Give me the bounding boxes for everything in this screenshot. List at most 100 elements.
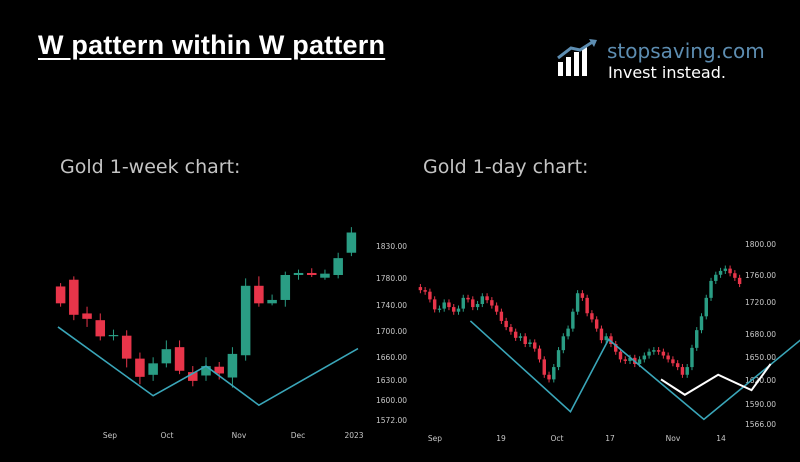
candle-up <box>552 367 556 380</box>
candle-down <box>623 359 627 361</box>
candle-down <box>55 286 66 304</box>
candle-up <box>240 285 251 356</box>
candle-up <box>704 297 708 317</box>
y-tick-label: 1572.00 <box>376 416 407 425</box>
candle-up <box>709 280 713 298</box>
x-tick-label: 17 <box>605 434 615 443</box>
candle-down <box>680 367 685 375</box>
w-pattern-line <box>57 326 359 407</box>
candle-down <box>214 366 224 374</box>
brand-name: stopsaving.com <box>607 39 765 63</box>
y-tick-label: 1720.00 <box>745 298 776 307</box>
candle-down <box>121 335 132 359</box>
candle-up <box>566 328 570 337</box>
candle-down <box>423 290 427 292</box>
x-tick-label: Dec <box>291 431 306 440</box>
candle-down <box>594 319 599 329</box>
candle-down <box>471 299 475 308</box>
inner-w-pattern-line <box>660 363 772 396</box>
candle-up <box>556 350 561 368</box>
candle-down <box>494 305 499 312</box>
candle-down <box>675 363 680 368</box>
y-tick-label: 1680.00 <box>745 330 776 339</box>
candle-down <box>95 320 106 337</box>
candle-down <box>671 359 675 364</box>
brand-logo[interactable]: stopsaving.com Invest instead. <box>556 38 786 88</box>
candle-down <box>504 320 508 328</box>
candle-up <box>280 275 291 300</box>
x-tick-label: Sep <box>428 434 442 443</box>
y-tick-label: 1600.00 <box>376 396 407 405</box>
candle-down <box>513 331 518 338</box>
candle-down <box>69 279 79 315</box>
candle-down <box>666 355 670 360</box>
candle-down <box>174 347 185 371</box>
candle-up <box>628 357 632 361</box>
candle-up <box>718 270 723 275</box>
candle-up <box>320 273 330 278</box>
candle-up <box>695 330 699 348</box>
candle-down <box>580 293 585 298</box>
candle-up <box>437 308 442 310</box>
candle-up <box>442 302 446 309</box>
y-tick-label: 1590.00 <box>745 400 776 409</box>
x-tick-label: 14 <box>716 434 726 443</box>
candle-down <box>428 291 432 300</box>
x-tick-label: Nov <box>666 434 681 443</box>
candle-up <box>723 268 728 271</box>
candle-down <box>432 299 437 310</box>
candle-up <box>637 359 642 364</box>
candle-up <box>685 367 689 375</box>
candle-up <box>647 351 651 356</box>
y-tick-label: 1800.00 <box>745 240 776 249</box>
brand-tagline: Invest instead. <box>608 63 726 82</box>
candle-down <box>590 313 594 320</box>
weekly-chart-title: Gold 1-week chart: <box>60 156 241 178</box>
y-tick-label: 1760.00 <box>745 271 776 280</box>
y-tick-label: 1566.00 <box>745 420 776 429</box>
candle-up <box>293 272 304 275</box>
candle-up <box>690 347 694 368</box>
candle-up <box>699 316 704 331</box>
y-tick-label: 1650.00 <box>745 353 776 362</box>
candle-down <box>537 348 542 360</box>
candle-down <box>618 351 623 360</box>
candle-up <box>148 363 158 375</box>
candle-down <box>599 328 604 341</box>
candle-down <box>466 297 470 300</box>
candle-down <box>547 374 551 380</box>
page-title: W pattern within W pattern <box>38 30 386 60</box>
y-tick-label: 1830.00 <box>376 242 407 251</box>
candle-down <box>523 336 527 344</box>
chart-growth-icon <box>557 39 597 76</box>
candle-up <box>475 304 480 308</box>
candle-up <box>642 355 647 360</box>
x-tick-label: Oct <box>551 434 564 443</box>
candle-up <box>604 336 608 341</box>
y-tick-label: 1620.00 <box>745 376 776 385</box>
candle-down <box>499 311 504 321</box>
candle-down <box>447 302 451 308</box>
candle-up <box>461 297 465 309</box>
candle-down <box>542 359 546 375</box>
candle-up <box>333 258 343 275</box>
y-tick-label: 1630.00 <box>376 376 407 385</box>
x-tick-label: Oct <box>161 431 174 440</box>
candle-up <box>108 335 119 337</box>
candle-up <box>227 353 238 378</box>
candle-up <box>561 336 566 351</box>
x-tick-label: Sep <box>103 431 117 440</box>
candle-up <box>571 311 575 329</box>
candle-up <box>267 299 277 304</box>
daily-chart-title: Gold 1-day chart: <box>423 156 589 178</box>
candle-down <box>661 351 666 356</box>
y-tick-label: 1700.00 <box>376 327 407 336</box>
candle-up <box>528 342 532 344</box>
candle-down <box>614 344 618 352</box>
candle-down <box>188 372 198 381</box>
candle-down <box>533 342 537 349</box>
candle-up <box>652 350 656 352</box>
candle-down <box>254 285 264 304</box>
candle-down <box>733 273 737 278</box>
